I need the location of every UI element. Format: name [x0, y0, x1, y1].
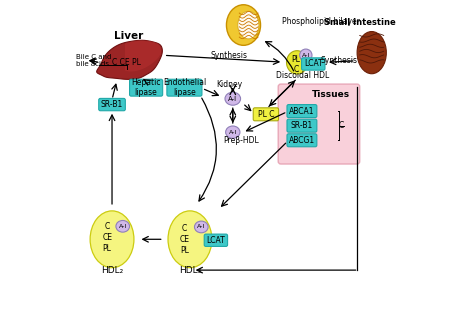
Text: Hepatic
lipase: Hepatic lipase: [131, 78, 161, 97]
FancyBboxPatch shape: [301, 58, 325, 70]
Text: C CE PL: C CE PL: [112, 58, 141, 67]
Text: PL
C: PL C: [292, 55, 301, 74]
Text: Liver: Liver: [114, 31, 143, 41]
FancyBboxPatch shape: [129, 79, 163, 96]
Ellipse shape: [90, 211, 134, 268]
Ellipse shape: [357, 32, 386, 74]
Text: A-I: A-I: [118, 224, 127, 229]
Text: Preβ-HDL: Preβ-HDL: [223, 136, 259, 145]
Text: LCAT: LCAT: [207, 236, 225, 245]
Polygon shape: [125, 40, 161, 71]
Ellipse shape: [227, 5, 261, 45]
Text: A-I: A-I: [228, 96, 237, 102]
FancyBboxPatch shape: [204, 234, 228, 246]
Polygon shape: [97, 40, 162, 79]
Text: Kidney: Kidney: [216, 80, 242, 89]
FancyBboxPatch shape: [287, 134, 317, 147]
FancyBboxPatch shape: [99, 98, 125, 111]
Text: A-I: A-I: [301, 53, 310, 58]
Text: A-I: A-I: [197, 224, 205, 230]
Ellipse shape: [116, 220, 129, 232]
Text: Synthesis: Synthesis: [321, 56, 358, 65]
Text: C
CE
PL: C CE PL: [180, 224, 190, 255]
Ellipse shape: [226, 126, 240, 138]
Ellipse shape: [286, 51, 308, 74]
Text: Bile C and
bile acids: Bile C and bile acids: [76, 54, 112, 67]
Text: HDL₃: HDL₃: [179, 266, 201, 274]
Text: ABCA1: ABCA1: [289, 107, 315, 115]
Text: Small intestine: Small intestine: [325, 18, 396, 27]
FancyBboxPatch shape: [278, 84, 360, 164]
Text: A-I: A-I: [228, 130, 237, 135]
Text: LCAT: LCAT: [304, 59, 323, 68]
Text: C: C: [338, 121, 344, 130]
Text: SR-B1: SR-B1: [101, 100, 123, 109]
FancyBboxPatch shape: [287, 119, 317, 132]
Text: HDL₂: HDL₂: [101, 266, 123, 274]
Text: C
CE
PL: C CE PL: [102, 222, 112, 253]
Text: ABCG1: ABCG1: [289, 136, 315, 145]
Ellipse shape: [225, 92, 241, 105]
Ellipse shape: [194, 221, 208, 233]
Text: Endothelial
lipase: Endothelial lipase: [163, 78, 206, 97]
Text: Tissues: Tissues: [312, 90, 350, 99]
Text: Phospholipid bilayer: Phospholipid bilayer: [283, 17, 360, 26]
Text: Discoidal HDL: Discoidal HDL: [276, 71, 329, 80]
FancyBboxPatch shape: [167, 79, 202, 96]
Text: Synthesis: Synthesis: [210, 51, 247, 60]
FancyBboxPatch shape: [253, 108, 279, 121]
Ellipse shape: [238, 11, 259, 39]
Text: PL C: PL C: [258, 110, 274, 119]
Text: SR-B1: SR-B1: [291, 121, 313, 130]
Ellipse shape: [168, 211, 212, 268]
Ellipse shape: [300, 49, 312, 61]
FancyBboxPatch shape: [287, 105, 317, 118]
